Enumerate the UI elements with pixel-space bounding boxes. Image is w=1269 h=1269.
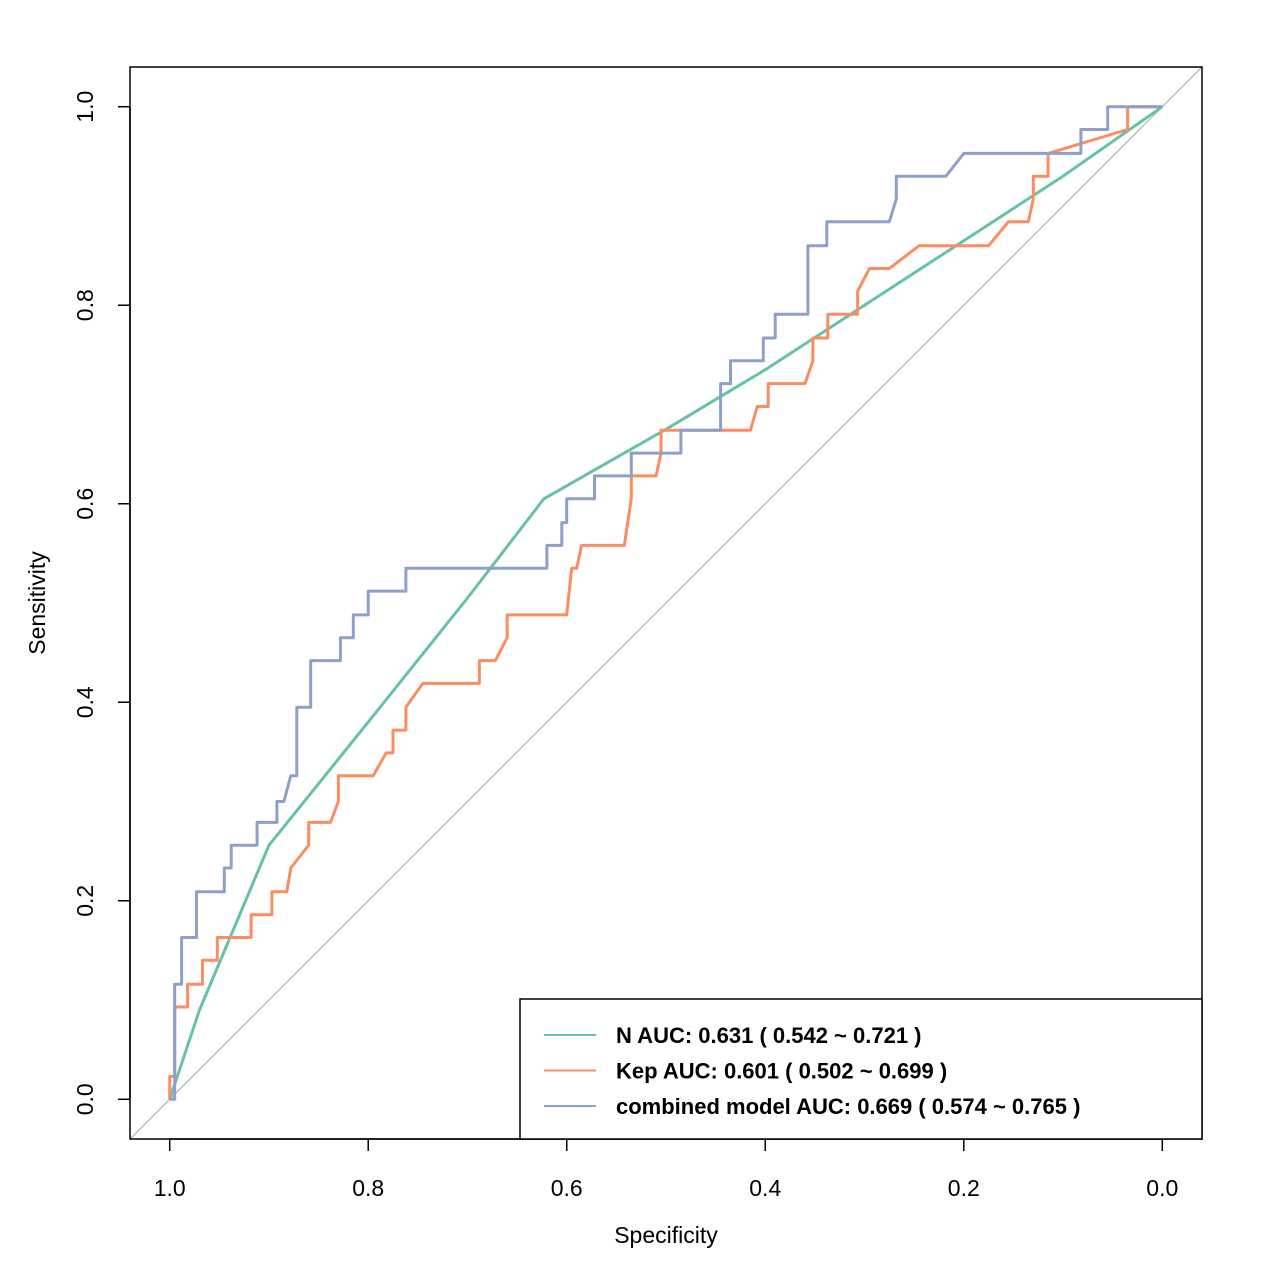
legend: N AUC: 0.631 ( 0.542 ~ 0.721 ) Kep AUC: 0…: [519, 998, 1203, 1140]
y-axis-title: Sensitivity: [24, 551, 50, 655]
legend-label: Kep AUC: 0.601 ( 0.502 ~ 0.699 ): [616, 1059, 947, 1084]
y-tick-label: 0.4: [72, 686, 98, 718]
y-tick-label: 0.2: [72, 885, 98, 917]
y-tick-label: 0.8: [72, 289, 98, 321]
roc-curve-combined-model: [169, 105, 1163, 1101]
y-axis: 0.0 0.2 0.4 0.6 0.8 1.0: [72, 91, 131, 1115]
x-tick-label: 1.0: [154, 1175, 186, 1201]
x-axis-title: Specificity: [614, 1222, 718, 1248]
y-tick-label: 0.0: [72, 1083, 98, 1115]
y-tick-label: 1.0: [72, 91, 98, 123]
x-tick-label: 0.4: [749, 1175, 781, 1201]
x-tick-label: 0.0: [1146, 1175, 1178, 1201]
roc-curves: [168, 105, 1164, 1101]
legend-box: [519, 998, 1203, 1140]
legend-label: combined model AUC: 0.669 ( 0.574 ~ 0.76…: [616, 1094, 1080, 1119]
roc-curve-n: [168, 105, 1164, 1100]
roc-curve-kep: [168, 105, 1163, 1100]
reference-diagonal-layer: [130, 67, 1202, 1139]
y-tick-label: 0.6: [72, 488, 98, 520]
x-tick-label: 0.8: [352, 1175, 384, 1201]
x-tick-label: 0.2: [948, 1175, 980, 1201]
reference-diagonal-line: [130, 67, 1202, 1139]
x-tick-label: 0.6: [551, 1175, 583, 1201]
legend-label: N AUC: 0.631 ( 0.542 ~ 0.721 ): [616, 1023, 922, 1048]
